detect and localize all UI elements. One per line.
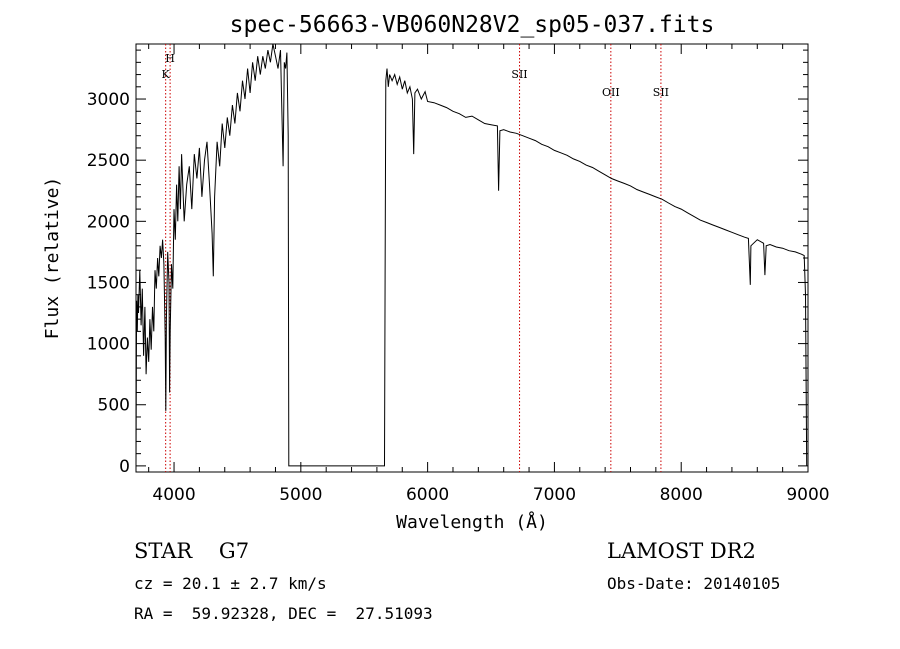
y-tick-label: 2500 <box>87 151 130 171</box>
y-tick-label: 1500 <box>87 273 130 293</box>
x-tick-label: 7000 <box>533 485 576 505</box>
spectrum-series <box>135 43 808 467</box>
plot-area: 4000 5000 6000 7000 8000 9000 0 500 1000 1500 2000… <box>87 43 830 505</box>
spectral-line-label: K <box>162 68 171 81</box>
x-axis-label: Wavelength (Å) <box>396 511 548 533</box>
y-axis-label: Flux (relative) <box>42 177 63 340</box>
y-tick-label: 2000 <box>87 212 130 232</box>
spectral-line-label: SII <box>653 86 669 99</box>
x-tick-label: 6000 <box>406 485 449 505</box>
class-label: STAR G7 <box>134 539 250 563</box>
y-tick-label: 3000 <box>87 90 130 110</box>
y-tick-label: 500 <box>98 396 130 416</box>
spectral-line-label: SII <box>511 68 527 81</box>
obs-date-label: Obs-Date: 20140105 <box>607 574 781 593</box>
x-tick-label: 5000 <box>279 485 322 505</box>
y-tick-label: 1000 <box>87 335 130 355</box>
coords-label: RA = 59.92328, DEC = 27.51093 <box>134 604 433 623</box>
redshift-label: cz = 20.1 ± 2.7 km/s <box>134 574 327 593</box>
x-tick-label: 4000 <box>152 485 195 505</box>
plot-frame <box>135 43 809 473</box>
spectral-line-label: H <box>165 52 175 65</box>
chart-title: spec-56663-VB060N28V2_sp05-037.fits <box>230 12 715 38</box>
spectral-line-label: OII <box>602 86 620 99</box>
y-tick-label: 0 <box>119 457 130 477</box>
survey-label: LAMOST DR2 <box>607 539 756 563</box>
x-tick-label: 8000 <box>660 485 703 505</box>
x-tick-label: 9000 <box>786 485 829 505</box>
